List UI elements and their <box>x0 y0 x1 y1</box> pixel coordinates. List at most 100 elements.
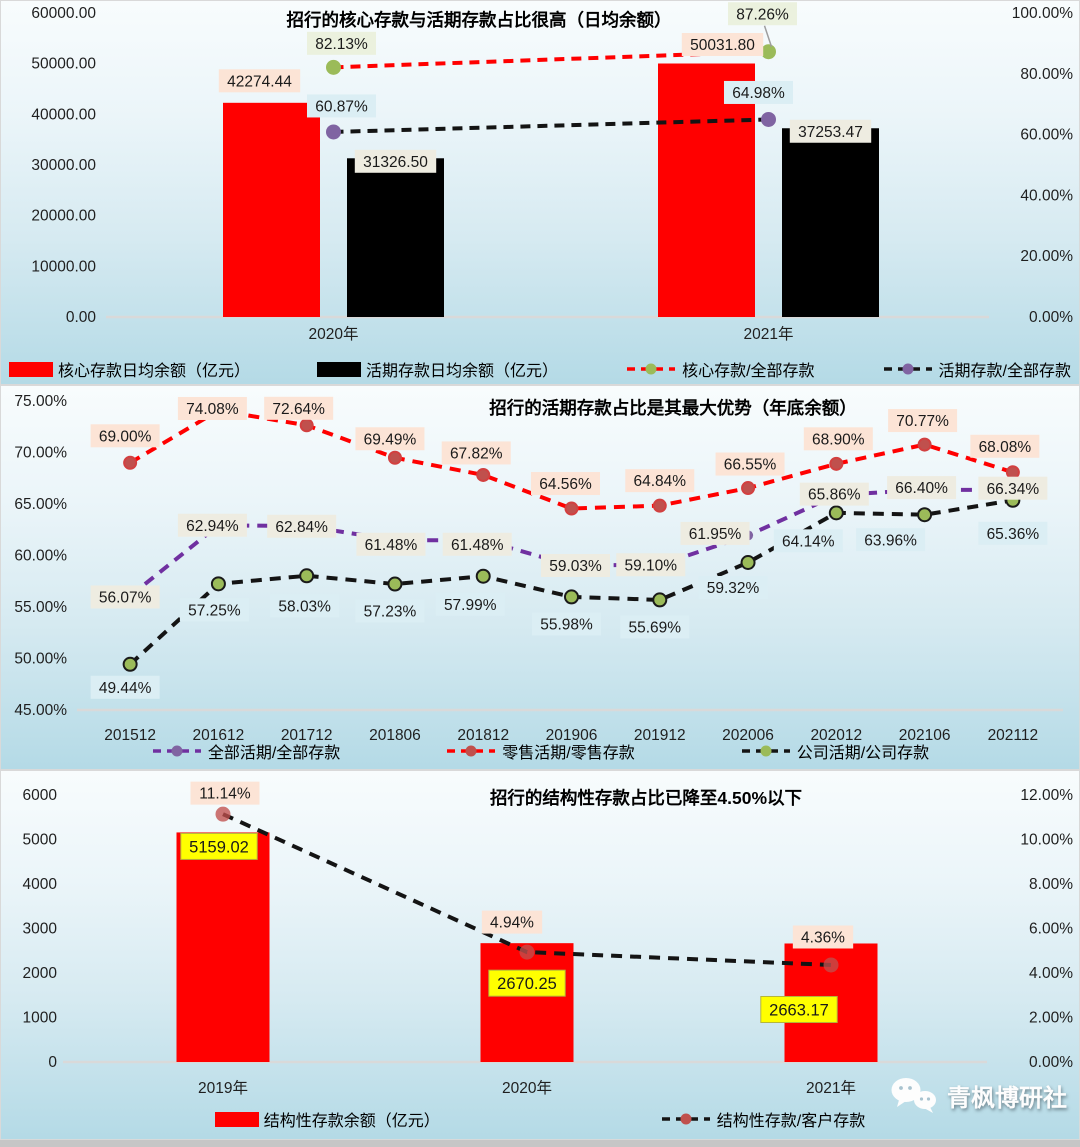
data-label-box <box>792 925 854 949</box>
data-label: 59.10% <box>624 557 677 574</box>
data-label: 5159.02 <box>189 838 249 856</box>
legend-bar-swatch-icon <box>317 361 362 377</box>
axis-tick-label: 6000 <box>23 787 58 804</box>
watermark: 青枫博研社 <box>889 1075 1067 1115</box>
data-label: 62.94% <box>186 518 239 535</box>
axis-tick-label: 60.00% <box>1020 127 1073 144</box>
data-label-box <box>264 396 334 420</box>
data-label-box <box>620 615 690 639</box>
x-category-label: 201912 <box>634 727 686 744</box>
axis-tick-label: 0.00% <box>1029 309 1073 326</box>
data-label: 56.07% <box>99 590 152 607</box>
data-label-box <box>856 528 926 552</box>
line-marker <box>917 507 933 523</box>
chart-title: 招行的核心存款与活期存款占比很高（日均余额） <box>286 10 672 30</box>
line-marker <box>829 456 844 471</box>
data-label-box <box>355 599 425 623</box>
data-label: 55.69% <box>628 619 681 636</box>
data-label: 50031.80 <box>690 37 755 54</box>
legend-item: 零售活期/零售存款 <box>445 739 635 763</box>
data-label-box <box>179 598 249 622</box>
x-category-label: 202012 <box>810 727 862 744</box>
bar <box>176 832 270 1062</box>
data-label: 64.84% <box>633 473 686 490</box>
data-label: 57.99% <box>444 597 497 614</box>
axis-tick-label: 4000 <box>23 876 58 893</box>
chart-legend: 全部活期/全部存款 零售活期/零售存款 公司活期/公司存款 <box>1 739 1079 763</box>
data-label-box <box>970 434 1040 458</box>
legend-line-swatch-icon <box>661 1113 710 1125</box>
data-label-box <box>715 452 785 476</box>
x-category-label: 201812 <box>457 727 509 744</box>
data-label: 4.36% <box>801 930 845 947</box>
data-label-box <box>723 80 794 104</box>
data-label: 57.25% <box>188 602 241 619</box>
line-marker <box>215 806 231 822</box>
axis-tick-label: 40000.00 <box>31 106 96 123</box>
data-label-box <box>218 69 301 93</box>
data-label-box <box>177 513 247 537</box>
line-marker <box>299 568 315 584</box>
line-marker <box>761 44 776 60</box>
axis-tick-label: 0.00% <box>1029 1054 1073 1071</box>
data-label-box <box>442 532 512 556</box>
axis-tick-label: 3000 <box>23 921 58 938</box>
line-marker <box>917 437 932 452</box>
axis-tick-label: 30000.00 <box>31 157 96 174</box>
line-series <box>222 812 832 967</box>
axis-tick-label: 65.00% <box>14 496 67 513</box>
data-label-box <box>978 476 1048 500</box>
x-category-label: 201806 <box>369 727 421 744</box>
legend-item: 核心存款/全部存款 <box>625 357 815 381</box>
data-label: 2670.25 <box>497 975 557 993</box>
line-marker <box>564 501 579 516</box>
data-label-box <box>887 476 957 500</box>
axis-tick-label: 40.00% <box>1020 187 1073 204</box>
data-label: 59.03% <box>549 558 602 575</box>
line-marker <box>387 450 402 465</box>
data-label: 57.23% <box>364 604 417 621</box>
data-label-box <box>356 532 426 556</box>
x-category-label: 201712 <box>281 727 333 744</box>
wechat-icon <box>891 1078 936 1113</box>
axis-tick-label: 6.00% <box>1029 921 1073 938</box>
x-category-label: 202006 <box>722 727 774 744</box>
data-label-box <box>354 149 437 173</box>
legend-label: 结构性存款余额（亿元） <box>263 1113 440 1130</box>
data-label-box <box>616 553 686 577</box>
data-label: 66.55% <box>724 457 777 474</box>
data-label: 74.08% <box>186 401 239 418</box>
x-category-label: 2021年 <box>744 325 794 343</box>
axis-tick-label: 2000 <box>23 965 58 982</box>
bar <box>480 943 574 1062</box>
x-category-label: 2019年 <box>198 1079 248 1097</box>
data-label: 68.08% <box>979 439 1032 456</box>
bar <box>347 158 444 317</box>
axis-tick-label: 2.00% <box>1029 1010 1073 1027</box>
line-marker <box>1005 465 1020 480</box>
axis-tick-label: 10.00% <box>1020 832 1073 849</box>
data-label: 2663.17 <box>769 1001 829 1019</box>
bottom-strip <box>0 1140 1080 1147</box>
line-marker <box>387 576 403 592</box>
legend-line-swatch-icon <box>447 745 496 757</box>
axis-tick-label: 4.00% <box>1029 965 1073 982</box>
axis-tick-label: 60.00% <box>14 548 67 565</box>
legend-label: 全部活期/全部存款 <box>207 745 341 762</box>
data-label: 42274.44 <box>227 73 292 90</box>
axis-tick-label: 50000.00 <box>31 56 96 73</box>
data-label: 67.82% <box>450 446 503 463</box>
line-marker <box>326 124 341 140</box>
legend-item: 公司活期/公司存款 <box>740 739 929 763</box>
legend-line-swatch-icon <box>883 363 932 375</box>
data-label: 68.90% <box>812 431 865 448</box>
data-label: 62.84% <box>275 519 328 536</box>
legend-item: 全部活期/全部存款 <box>151 739 340 763</box>
data-label: 87.26% <box>736 6 789 23</box>
line-marker <box>652 592 668 608</box>
line-marker <box>123 455 138 470</box>
data-label: 64.98% <box>732 85 785 102</box>
data-label-box <box>177 396 247 420</box>
x-category-label: 201906 <box>546 727 598 744</box>
data-label-box <box>267 514 337 538</box>
